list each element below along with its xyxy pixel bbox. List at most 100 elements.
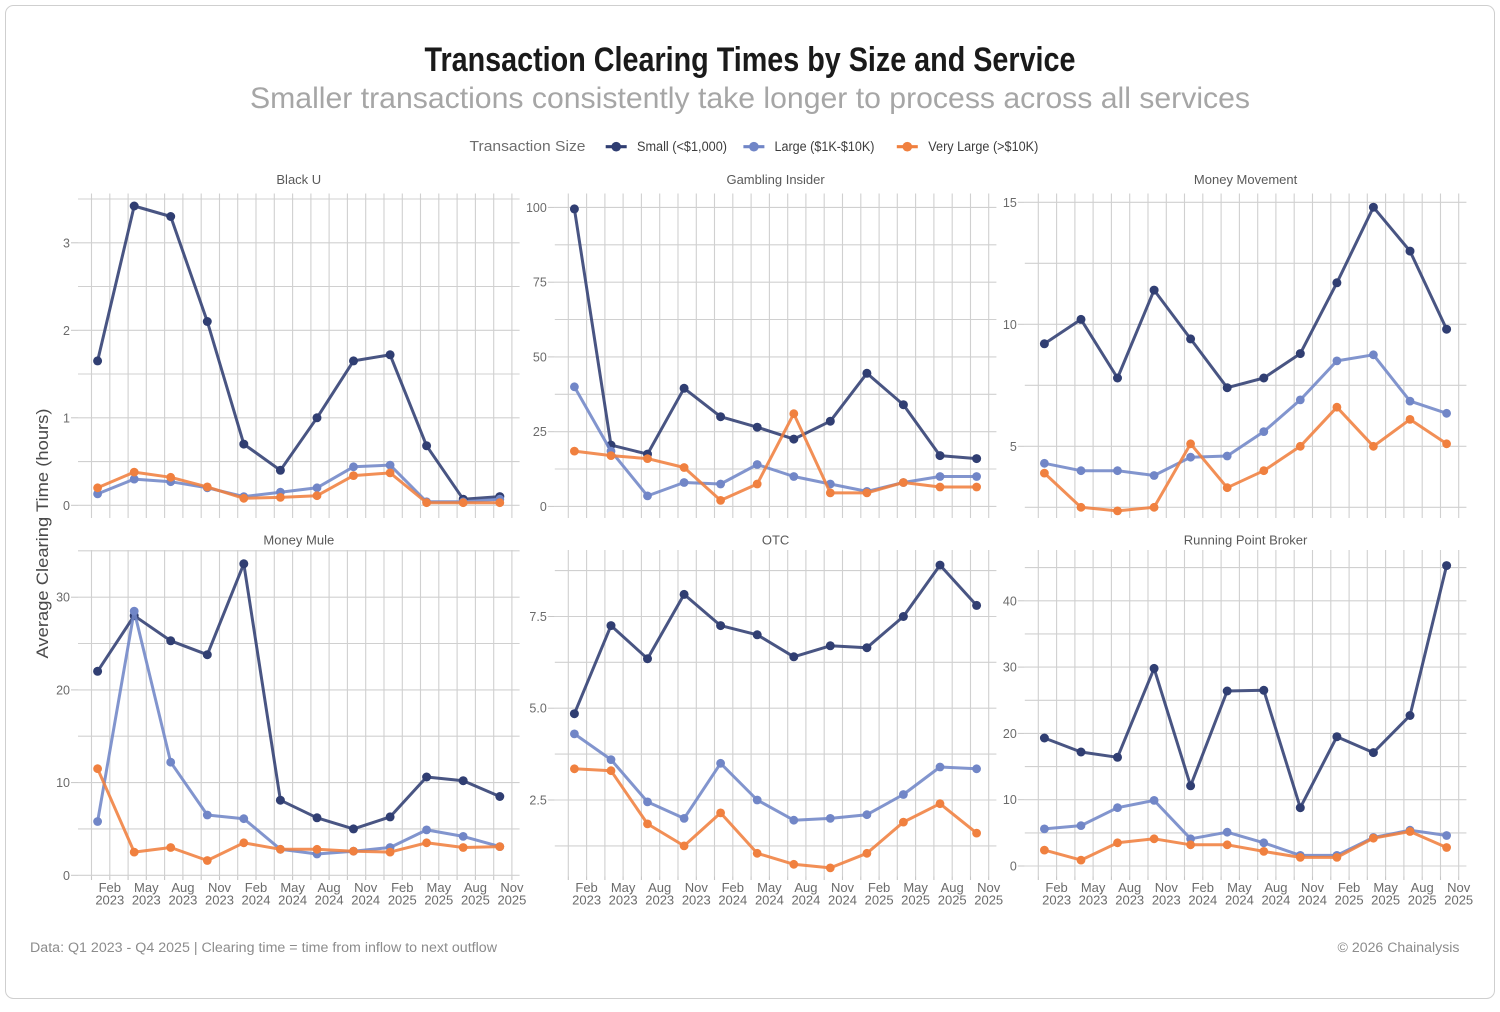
svg-text:0: 0 [63,499,70,513]
svg-text:Nov: Nov [500,880,524,895]
svg-text:Aug: Aug [464,880,487,895]
svg-text:Average Clearing Time (hours): Average Clearing Time (hours) [34,409,52,659]
svg-text:2023: 2023 [572,893,601,908]
svg-text:Nov: Nov [1447,880,1471,895]
svg-text:Nov: Nov [208,880,232,895]
svg-text:Transaction Clearing Times by: Transaction Clearing Times by Size and S… [425,41,1076,79]
svg-text:Feb: Feb [245,880,267,895]
svg-text:3: 3 [63,236,70,250]
svg-text:Transaction Size: Transaction Size [470,138,586,155]
svg-text:Feb: Feb [1045,880,1067,895]
svg-text:Aug: Aug [318,880,341,895]
svg-text:2025: 2025 [938,893,967,908]
svg-text:Feb: Feb [99,880,121,895]
svg-text:7.5: 7.5 [529,610,546,624]
svg-text:2024: 2024 [791,893,820,908]
svg-text:2023: 2023 [1042,893,1071,908]
svg-text:2023: 2023 [168,893,197,908]
svg-text:Aug: Aug [1264,880,1287,895]
svg-text:2024: 2024 [1188,893,1217,908]
svg-text:Aug: Aug [171,880,194,895]
svg-text:25: 25 [533,425,547,439]
svg-text:2.5: 2.5 [529,794,546,808]
svg-text:50: 50 [533,350,547,364]
svg-text:5: 5 [1010,440,1017,454]
svg-text:30: 30 [1003,661,1017,675]
svg-text:2024: 2024 [278,893,307,908]
svg-text:Nov: Nov [831,880,855,895]
svg-text:2023: 2023 [682,893,711,908]
svg-text:0: 0 [1010,860,1017,874]
svg-text:Nov: Nov [1155,880,1179,895]
svg-text:2024: 2024 [242,893,271,908]
svg-text:May: May [280,880,305,895]
svg-text:2023: 2023 [645,893,674,908]
svg-text:40: 40 [1003,594,1017,608]
svg-text:Data: Q1 2023 - Q4 2025 | Clea: Data: Q1 2023 - Q4 2025 | Clearing time … [30,940,497,955]
svg-text:Large ($1K-$10K): Large ($1K-$10K) [775,139,875,154]
svg-text:75: 75 [533,276,547,290]
svg-text:Gambling Insider: Gambling Insider [726,172,825,187]
svg-text:Aug: Aug [794,880,817,895]
svg-text:15: 15 [1003,196,1017,210]
svg-text:0: 0 [63,869,70,883]
svg-text:Feb: Feb [391,880,413,895]
svg-text:2025: 2025 [974,893,1003,908]
svg-text:1: 1 [63,411,70,425]
svg-text:Feb: Feb [1192,880,1214,895]
svg-text:2025: 2025 [424,893,453,908]
svg-text:May: May [1373,880,1398,895]
svg-text:2025: 2025 [865,893,894,908]
svg-text:2023: 2023 [1152,893,1181,908]
svg-text:2024: 2024 [315,893,344,908]
svg-text:30: 30 [56,591,70,605]
svg-text:Very Large (>$10K): Very Large (>$10K) [928,139,1038,154]
svg-text:Money Movement: Money Movement [1194,172,1298,187]
svg-text:May: May [1081,880,1106,895]
svg-text:Feb: Feb [868,880,890,895]
svg-text:2024: 2024 [828,893,857,908]
svg-text:Running Point Broker: Running Point Broker [1184,532,1308,547]
svg-text:Feb: Feb [722,880,744,895]
svg-text:Nov: Nov [685,880,709,895]
svg-text:2023: 2023 [132,893,161,908]
svg-text:0: 0 [540,500,547,514]
svg-text:20: 20 [56,683,70,697]
svg-text:Aug: Aug [941,880,964,895]
svg-text:2023: 2023 [609,893,638,908]
svg-text:2025: 2025 [497,893,526,908]
svg-text:May: May [134,880,159,895]
svg-text:May: May [611,880,636,895]
svg-text:2023: 2023 [95,893,124,908]
svg-text:Nov: Nov [977,880,1001,895]
svg-text:Small (<$1,000): Small (<$1,000) [637,139,727,154]
svg-text:Black U: Black U [276,172,321,187]
svg-text:Nov: Nov [354,880,378,895]
svg-text:2025: 2025 [1408,893,1437,908]
svg-text:10: 10 [1003,793,1017,807]
svg-text:2024: 2024 [718,893,747,908]
svg-text:2023: 2023 [205,893,234,908]
svg-text:2025: 2025 [1444,893,1473,908]
svg-text:2023: 2023 [1079,893,1108,908]
svg-text:2025: 2025 [461,893,490,908]
svg-text:Smaller transactions consisten: Smaller transactions consistently take l… [250,82,1250,115]
svg-text:100: 100 [526,201,547,215]
svg-text:2024: 2024 [755,893,784,908]
svg-text:2: 2 [63,324,70,338]
svg-text:2025: 2025 [1335,893,1364,908]
svg-text:10: 10 [56,776,70,790]
svg-text:2024: 2024 [351,893,380,908]
svg-text:2024: 2024 [1225,893,1254,908]
svg-text:2023: 2023 [1115,893,1144,908]
svg-text:2025: 2025 [388,893,417,908]
svg-text:Feb: Feb [1338,880,1360,895]
svg-text:Aug: Aug [1118,880,1141,895]
svg-text:10: 10 [1003,318,1017,332]
svg-text:2024: 2024 [1261,893,1290,908]
svg-text:May: May [757,880,782,895]
svg-text:2025: 2025 [901,893,930,908]
svg-text:OTC: OTC [762,532,789,547]
svg-text:2025: 2025 [1371,893,1400,908]
svg-text:Nov: Nov [1301,880,1325,895]
